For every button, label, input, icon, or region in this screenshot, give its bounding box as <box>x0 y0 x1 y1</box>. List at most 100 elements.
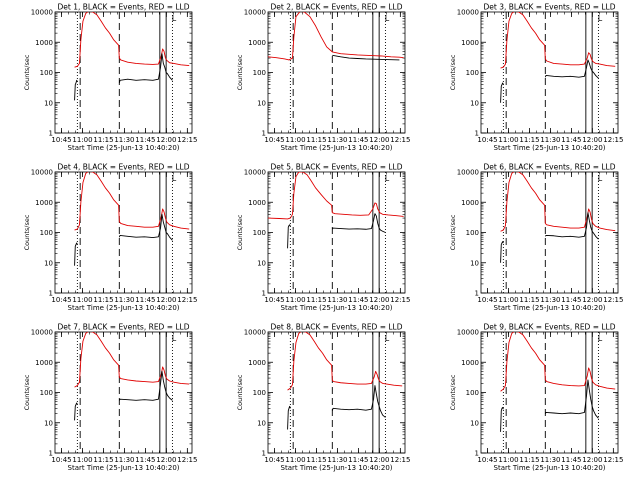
y-tick-label: 1 <box>475 450 479 458</box>
x-tick-label: 12:15 <box>390 456 410 464</box>
x-tick-label: 12:00 <box>156 456 176 464</box>
y-axis-label: Counts/sec <box>449 54 457 90</box>
x-tick-label: 12:00 <box>582 456 602 464</box>
x-tick-label: 11:15 <box>519 136 539 144</box>
x-tick-label: 11:00 <box>498 456 518 464</box>
y-tick-label: 1000 <box>461 199 479 207</box>
x-tick-label: 11:15 <box>306 296 326 304</box>
y-axis-label: Counts/sec <box>23 214 31 250</box>
series-line-events <box>74 53 173 101</box>
x-tick-label: 10:45 <box>51 136 71 144</box>
x-tick-label: 11:30 <box>540 296 560 304</box>
x-tick-label: 10:45 <box>264 136 284 144</box>
plot-frame <box>267 331 406 454</box>
x-tick-label: 11:45 <box>348 456 368 464</box>
plot-frame <box>267 11 406 134</box>
y-tick-label: 1 <box>49 290 53 298</box>
y-tick-label: 10 <box>44 419 53 427</box>
y-tick-label: 10000 <box>457 9 479 17</box>
x-tick-label: 11:30 <box>540 456 560 464</box>
chart-title: Det 3, BLACK = Events, RED = LLD <box>483 3 615 12</box>
x-tick-label: 11:15 <box>519 296 539 304</box>
plot-frame <box>480 171 619 294</box>
x-tick-label: 12:15 <box>177 296 197 304</box>
x-axis-label: Start Time (25-Jun-13 10:40:20) <box>68 464 180 472</box>
y-tick-label: 10000 <box>244 9 266 17</box>
x-tick-label: 11:30 <box>114 136 134 144</box>
chart-panel-8: Det 8, BLACK = Events, RED = LLD 1 10 100 10… <box>236 323 410 473</box>
plot-frame <box>480 11 619 134</box>
x-tick-label: 11:15 <box>93 456 113 464</box>
x-tick-label: 11:00 <box>498 136 518 144</box>
y-tick-label: 10000 <box>244 169 266 177</box>
x-tick-label: 10:45 <box>477 456 497 464</box>
series-line-lld <box>268 12 404 61</box>
x-axis-label: Start Time (25-Jun-13 10:40:20) <box>281 144 393 152</box>
x-tick-label: 11:30 <box>327 136 347 144</box>
series-line-lld <box>500 172 616 232</box>
chart-title: Det 2, BLACK = Events, RED = LLD <box>270 3 402 12</box>
plot-frame <box>54 171 193 294</box>
y-tick-label: 100 <box>253 229 266 237</box>
series-line-lld <box>500 332 616 392</box>
x-tick-label: 11:00 <box>72 296 92 304</box>
plot-frame <box>54 11 193 134</box>
y-tick-label: 1 <box>49 130 53 138</box>
x-tick-label: 11:45 <box>561 296 581 304</box>
x-tick-label: 11:30 <box>327 456 347 464</box>
x-tick-label: 11:15 <box>306 456 326 464</box>
x-axis-label: Start Time (25-Jun-13 10:40:20) <box>281 304 393 312</box>
series-line-events <box>287 213 386 249</box>
x-axis-label: Start Time (25-Jun-13 10:40:20) <box>281 464 393 472</box>
plot-frame <box>54 331 193 454</box>
y-tick-label: 1000 <box>35 359 53 367</box>
x-tick-label: 10:45 <box>264 296 284 304</box>
series-line-lld <box>287 332 403 391</box>
y-tick-label: 10 <box>257 99 266 107</box>
x-tick-label: 11:45 <box>135 136 155 144</box>
x-tick-label: 12:15 <box>603 456 623 464</box>
y-tick-label: 100 <box>40 69 53 77</box>
x-axis-label: Start Time (25-Jun-13 10:40:20) <box>68 304 180 312</box>
y-tick-label: 100 <box>466 69 479 77</box>
chart-title: Det 5, BLACK = Events, RED = LLD <box>270 163 402 172</box>
series-line-lld <box>500 12 616 69</box>
chart-panel-7: Det 7, BLACK = Events, RED = LLD 1 10 100 10… <box>23 323 197 473</box>
x-axis-label: Start Time (25-Jun-13 10:40:20) <box>68 144 180 152</box>
legend-mark: L <box>598 14 603 23</box>
series-line-lld <box>74 172 190 231</box>
y-tick-label: 10000 <box>31 169 53 177</box>
y-tick-label: 1000 <box>461 359 479 367</box>
x-tick-label: 12:00 <box>156 136 176 144</box>
x-tick-label: 12:15 <box>177 456 197 464</box>
x-tick-label: 10:45 <box>51 456 71 464</box>
x-tick-label: 11:15 <box>93 136 113 144</box>
legend-mark: L <box>172 334 177 343</box>
x-tick-label: 12:00 <box>369 136 389 144</box>
x-tick-label: 12:00 <box>582 296 602 304</box>
y-tick-label: 100 <box>466 229 479 237</box>
y-axis-label: Counts/sec <box>236 54 244 90</box>
y-tick-label: 10000 <box>31 329 53 337</box>
y-tick-label: 1 <box>475 290 479 298</box>
legend-mark: L <box>598 174 603 183</box>
chart-panel-6: Det 6, BLACK = Events, RED = LLD 1 10 100 10… <box>449 163 623 313</box>
legend-mark: L <box>385 334 390 343</box>
chart-title: Det 6, BLACK = Events, RED = LLD <box>483 163 615 172</box>
y-tick-label: 1000 <box>35 199 53 207</box>
series-line-events <box>500 59 599 103</box>
chart-title: Det 9, BLACK = Events, RED = LLD <box>483 323 615 332</box>
series-line-lld <box>268 172 404 220</box>
chart-panel-2: Det 2, BLACK = Events, RED = LLD 1 10 100 10… <box>236 3 410 153</box>
x-tick-label: 10:45 <box>477 136 497 144</box>
y-axis-label: Counts/sec <box>23 374 31 410</box>
y-tick-label: 10 <box>257 419 266 427</box>
y-axis-label: Counts/sec <box>23 54 31 90</box>
x-tick-label: 12:15 <box>390 296 410 304</box>
y-tick-label: 1000 <box>248 199 266 207</box>
x-tick-label: 11:00 <box>72 136 92 144</box>
chart-panel-1: Det 1, BLACK = Events, RED = LLD 1 10 100 10… <box>23 3 197 153</box>
x-tick-label: 12:00 <box>369 456 389 464</box>
chart-title: Det 1, BLACK = Events, RED = LLD <box>57 3 189 12</box>
